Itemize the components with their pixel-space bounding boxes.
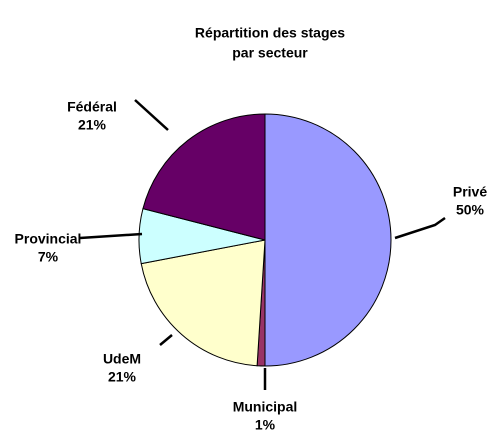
leader-line [394, 216, 446, 240]
slice-value-label: 50% [456, 202, 485, 218]
chart-title: Répartition des stages [195, 25, 345, 41]
slice-value-label: 7% [38, 249, 59, 265]
leader-line [159, 334, 173, 346]
chart-title: par secteur [232, 45, 308, 61]
slice-value-label: 21% [108, 369, 137, 385]
slice-label: Provincial [15, 231, 82, 247]
slice-label: Privé [453, 184, 487, 200]
pie-slice [264, 113, 392, 367]
slice-value-label: 1% [255, 417, 276, 433]
slice-value-label: 21% [78, 117, 107, 133]
leader-line [134, 99, 169, 131]
slice-label: Municipal [233, 399, 298, 415]
leader-line [79, 232, 143, 240]
pie-slice [142, 113, 266, 241]
slice-label: Fédéral [67, 99, 117, 115]
pie-slice [140, 239, 266, 367]
slice-label: UdeM [103, 351, 141, 367]
